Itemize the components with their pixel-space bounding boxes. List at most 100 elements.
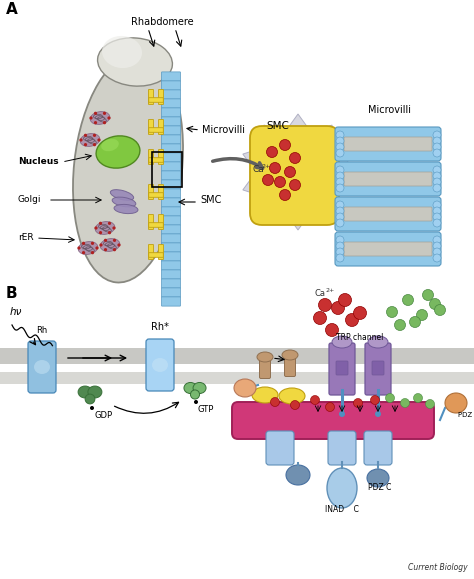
Circle shape bbox=[94, 112, 97, 115]
Circle shape bbox=[433, 131, 441, 139]
Circle shape bbox=[104, 239, 107, 242]
Circle shape bbox=[433, 149, 441, 157]
Ellipse shape bbox=[445, 393, 467, 413]
Text: TRP channel: TRP channel bbox=[337, 334, 383, 343]
Circle shape bbox=[103, 112, 106, 115]
Circle shape bbox=[82, 241, 85, 245]
Ellipse shape bbox=[152, 358, 168, 372]
Circle shape bbox=[112, 226, 116, 230]
Ellipse shape bbox=[112, 197, 136, 207]
FancyBboxPatch shape bbox=[162, 126, 181, 135]
Text: Current Biology: Current Biology bbox=[409, 563, 468, 572]
FancyBboxPatch shape bbox=[148, 149, 154, 164]
FancyBboxPatch shape bbox=[162, 99, 181, 108]
FancyBboxPatch shape bbox=[364, 431, 392, 465]
Circle shape bbox=[270, 163, 281, 174]
Circle shape bbox=[413, 394, 422, 402]
Text: Golgi: Golgi bbox=[18, 196, 42, 204]
FancyBboxPatch shape bbox=[148, 185, 154, 200]
Ellipse shape bbox=[257, 352, 273, 362]
Circle shape bbox=[433, 172, 441, 180]
Circle shape bbox=[331, 302, 345, 314]
FancyBboxPatch shape bbox=[328, 431, 356, 465]
Circle shape bbox=[310, 395, 319, 405]
Text: hν: hν bbox=[10, 307, 22, 317]
FancyBboxPatch shape bbox=[162, 117, 181, 126]
Circle shape bbox=[336, 137, 344, 145]
Polygon shape bbox=[243, 114, 353, 230]
Circle shape bbox=[290, 179, 301, 190]
Circle shape bbox=[354, 398, 363, 408]
FancyBboxPatch shape bbox=[149, 98, 164, 102]
FancyBboxPatch shape bbox=[329, 343, 355, 395]
Bar bbox=[0, 348, 474, 364]
Ellipse shape bbox=[78, 241, 98, 254]
Circle shape bbox=[336, 131, 344, 139]
FancyBboxPatch shape bbox=[162, 135, 181, 144]
Circle shape bbox=[433, 207, 441, 215]
Circle shape bbox=[280, 140, 291, 151]
Ellipse shape bbox=[88, 386, 102, 398]
Text: GDP: GDP bbox=[95, 411, 113, 420]
Ellipse shape bbox=[90, 112, 110, 124]
Circle shape bbox=[274, 177, 285, 188]
Circle shape bbox=[108, 116, 110, 120]
FancyBboxPatch shape bbox=[162, 180, 181, 189]
Circle shape bbox=[433, 236, 441, 244]
Circle shape bbox=[386, 306, 398, 317]
FancyBboxPatch shape bbox=[146, 339, 174, 391]
Circle shape bbox=[100, 243, 102, 247]
Circle shape bbox=[336, 248, 344, 256]
Circle shape bbox=[433, 166, 441, 174]
FancyBboxPatch shape bbox=[162, 189, 181, 198]
Ellipse shape bbox=[73, 53, 183, 283]
FancyBboxPatch shape bbox=[162, 270, 181, 279]
FancyBboxPatch shape bbox=[162, 144, 181, 153]
Circle shape bbox=[394, 320, 405, 331]
Circle shape bbox=[375, 411, 381, 417]
Circle shape bbox=[433, 143, 441, 151]
Text: GTP: GTP bbox=[198, 405, 214, 414]
Circle shape bbox=[99, 231, 102, 234]
Circle shape bbox=[339, 411, 345, 417]
Circle shape bbox=[433, 184, 441, 192]
FancyBboxPatch shape bbox=[149, 157, 164, 162]
Text: 2+: 2+ bbox=[325, 288, 335, 293]
Ellipse shape bbox=[34, 360, 50, 374]
Circle shape bbox=[94, 226, 98, 230]
Ellipse shape bbox=[80, 134, 100, 146]
Circle shape bbox=[433, 219, 441, 227]
FancyBboxPatch shape bbox=[365, 343, 391, 395]
FancyBboxPatch shape bbox=[158, 185, 164, 200]
FancyBboxPatch shape bbox=[335, 162, 441, 196]
Text: A: A bbox=[6, 2, 18, 17]
Circle shape bbox=[108, 231, 111, 234]
Circle shape bbox=[82, 251, 85, 254]
Ellipse shape bbox=[279, 388, 305, 404]
FancyBboxPatch shape bbox=[148, 90, 154, 104]
Circle shape bbox=[113, 239, 116, 242]
Circle shape bbox=[326, 324, 338, 336]
FancyBboxPatch shape bbox=[335, 127, 441, 161]
Circle shape bbox=[336, 172, 344, 180]
Text: PDZ C: PDZ C bbox=[368, 483, 392, 493]
FancyBboxPatch shape bbox=[372, 361, 384, 375]
FancyBboxPatch shape bbox=[162, 252, 181, 261]
Circle shape bbox=[410, 317, 420, 328]
Circle shape bbox=[336, 201, 344, 209]
Ellipse shape bbox=[110, 190, 134, 200]
Circle shape bbox=[84, 143, 87, 146]
FancyBboxPatch shape bbox=[344, 207, 432, 221]
Circle shape bbox=[336, 213, 344, 221]
Circle shape bbox=[271, 398, 280, 406]
Ellipse shape bbox=[184, 383, 197, 394]
Circle shape bbox=[426, 400, 435, 409]
Circle shape bbox=[385, 394, 394, 402]
Circle shape bbox=[103, 121, 106, 124]
Circle shape bbox=[194, 400, 198, 404]
FancyBboxPatch shape bbox=[162, 90, 181, 99]
Ellipse shape bbox=[114, 204, 138, 214]
Ellipse shape bbox=[78, 386, 92, 398]
FancyBboxPatch shape bbox=[266, 431, 294, 465]
Circle shape bbox=[280, 189, 291, 200]
